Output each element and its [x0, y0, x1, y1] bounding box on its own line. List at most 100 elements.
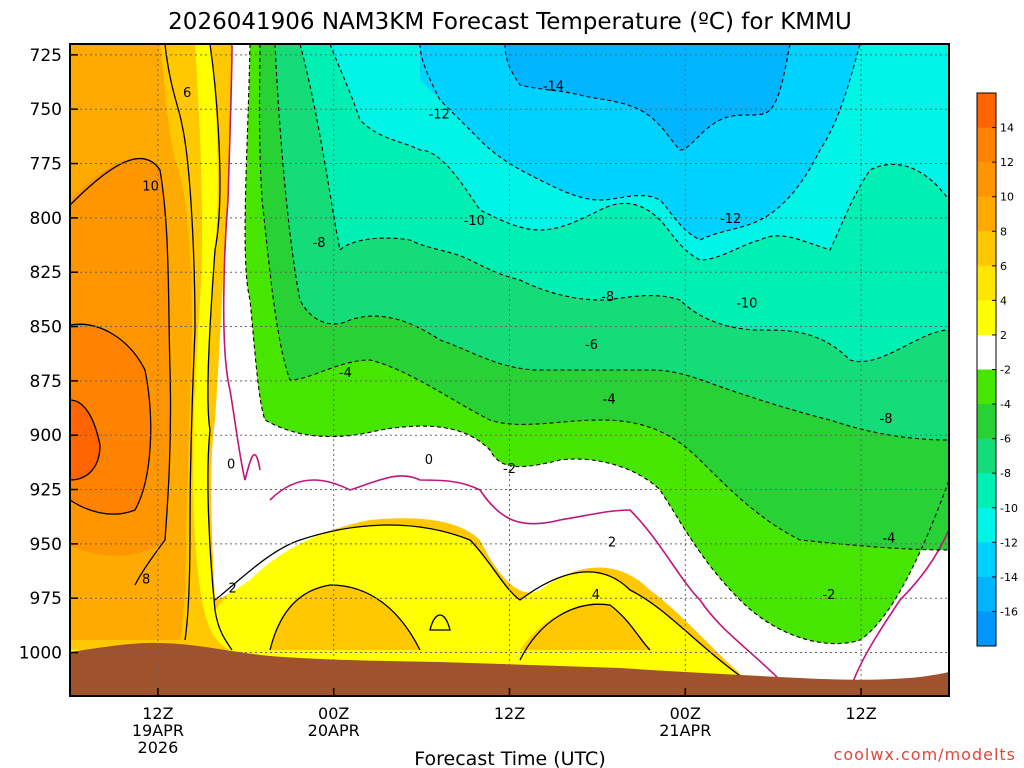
colorbar-label-0: 14 — [1000, 122, 1014, 135]
contour-label-12: -12 — [429, 108, 450, 123]
x-tick-label-12-0: 12Z — [142, 704, 173, 723]
x-axis-label: Forecast Time (UTC) — [414, 748, 605, 768]
contour-4 — [207, 44, 233, 651]
x-tick-label-60-0: 12Z — [845, 704, 876, 723]
colorbar-swatch-2 — [977, 162, 996, 198]
y-tick-label-825: 825 — [30, 263, 62, 283]
colorbar-swatch-15 — [977, 611, 996, 647]
colorbar-label-1: 12 — [1000, 156, 1014, 169]
y-tick-label-1000: 1000 — [19, 644, 62, 664]
contour-label-6: -2 — [503, 462, 516, 477]
contour-label-13: -14 — [543, 79, 564, 94]
colorbar-swatch-0 — [977, 93, 996, 129]
contour-minus8 — [299, 44, 949, 363]
y-tick-label-900: 900 — [30, 426, 62, 446]
plot-area — [70, 44, 949, 696]
y-tick-label-850: 850 — [30, 318, 62, 338]
colorbar-swatch-4 — [977, 231, 996, 267]
colorbar-swatch-6 — [977, 300, 996, 336]
x-tick-label-12-2: 2026 — [138, 738, 179, 757]
contour-label-17: -10 — [736, 297, 757, 312]
contour-minus14 — [504, 44, 791, 151]
fill-band-minus2-2 — [211, 44, 949, 690]
colorbar-label-7: -2 — [1000, 364, 1011, 377]
contour-label-4: 0 — [227, 457, 235, 472]
colorbar-label-5: 4 — [1000, 294, 1007, 307]
colorbar-label-3: 8 — [1000, 225, 1007, 238]
contour-label-14: -8 — [601, 290, 614, 305]
colorbar-swatch-3 — [977, 196, 996, 232]
contour-0-main — [269, 475, 781, 681]
contour-8 — [70, 157, 172, 586]
contour-10 — [70, 323, 152, 515]
colorbar-swatch-9 — [977, 404, 996, 440]
colorbar-label-6: 2 — [1000, 329, 1007, 342]
contour-0-left — [222, 44, 261, 481]
x-tick-label-24-0: 00Z — [318, 704, 349, 723]
contour-labels: 6 10 8 2 0 0 -2 2 4 -4 -8 -10 -12 -14 -8 -6 -4 -10 -12 -8 -4… — [142, 79, 895, 603]
y-tick-label-800: 800 — [30, 209, 62, 229]
x-tick-label-48-1: 21APR — [659, 721, 711, 740]
contour-label-16: -4 — [603, 392, 616, 407]
colorbar-swatch-11 — [977, 473, 996, 509]
contour-label-18: -12 — [720, 212, 741, 227]
x-tick-label-12-1: 19APR — [132, 721, 184, 740]
fill-band-4-6-bottom — [270, 585, 650, 650]
colorbar-swatch-1 — [977, 127, 996, 163]
colorbar-label-13: -14 — [1000, 571, 1018, 584]
chart-title: 2026041906 NAM3KM Forecast Temperature (… — [168, 9, 852, 35]
contour-label-20: -4 — [882, 531, 895, 546]
contour-label-15: -6 — [585, 338, 598, 353]
contour-label-1: 10 — [142, 179, 159, 194]
colorbar: 14 12 10 8 6 4 2 -2 -4 -6 -8 -10 -12 -14 -16 — [976, 92, 1018, 647]
fill-band-14-plus-top — [70, 400, 100, 480]
y-tick-label-725: 725 — [30, 46, 62, 66]
fill-band-minus16 — [505, 44, 790, 150]
colorbar-label-11: -10 — [1000, 502, 1018, 515]
contour-4-low — [269, 584, 651, 661]
contour-12 — [70, 399, 101, 481]
contour-6 — [164, 44, 196, 641]
dashed-contours — [244, 44, 949, 645]
contour-label-10: -8 — [313, 236, 326, 251]
colorbar-label-9: -6 — [1000, 433, 1011, 446]
colorbar-swatch-5 — [977, 265, 996, 301]
colorbar-swatch-10 — [977, 438, 996, 474]
contour-minus2 — [244, 44, 949, 645]
x-tick-label-48-0: 00Z — [670, 704, 701, 723]
contour-label-11: -10 — [464, 214, 485, 229]
colorbar-swatch-7 — [977, 334, 996, 370]
colorbar-swatch-14 — [977, 576, 996, 612]
contour-minus6 — [274, 44, 949, 441]
solid-contours — [70, 44, 761, 691]
contour-label-3: 2 — [228, 581, 236, 596]
colorbar-label-8: -4 — [1000, 398, 1011, 411]
contour-label-5: 0 — [425, 453, 433, 468]
x-tick-label-36-0: 12Z — [494, 704, 525, 723]
y-axis: 725 750 775 800 825 850 875 900 925 950 975 1000 — [19, 46, 78, 664]
colorbar-label-2: 10 — [1000, 191, 1014, 204]
x-tick-label-24-1: 20APR — [308, 721, 360, 740]
colorbar-label-4: 6 — [1000, 260, 1007, 273]
y-tick-label-925: 925 — [30, 481, 62, 501]
contour-label-8: 4 — [592, 588, 600, 603]
contour-minus10 — [329, 44, 949, 261]
contour-label-9: -4 — [339, 366, 352, 381]
colorbar-swatch-12 — [977, 507, 996, 543]
y-tick-label-875: 875 — [30, 372, 62, 392]
colorbar-swatch-13 — [977, 542, 996, 578]
contour-label-2: 8 — [142, 573, 150, 588]
contour-2-mid — [214, 524, 761, 691]
contour-minus4 — [258, 44, 949, 551]
credit-text: coolwx.com/modelts — [834, 745, 1016, 764]
grid-lines — [70, 44, 949, 696]
colorbar-label-12: -12 — [1000, 536, 1018, 549]
contour-label-19: -8 — [880, 412, 893, 427]
y-tick-label-775: 775 — [30, 155, 62, 175]
contour-minus12 — [419, 44, 861, 241]
y-tick-label-975: 975 — [30, 589, 62, 609]
colorbar-label-14: -16 — [1000, 605, 1018, 618]
contour-label-21: -2 — [822, 588, 835, 603]
